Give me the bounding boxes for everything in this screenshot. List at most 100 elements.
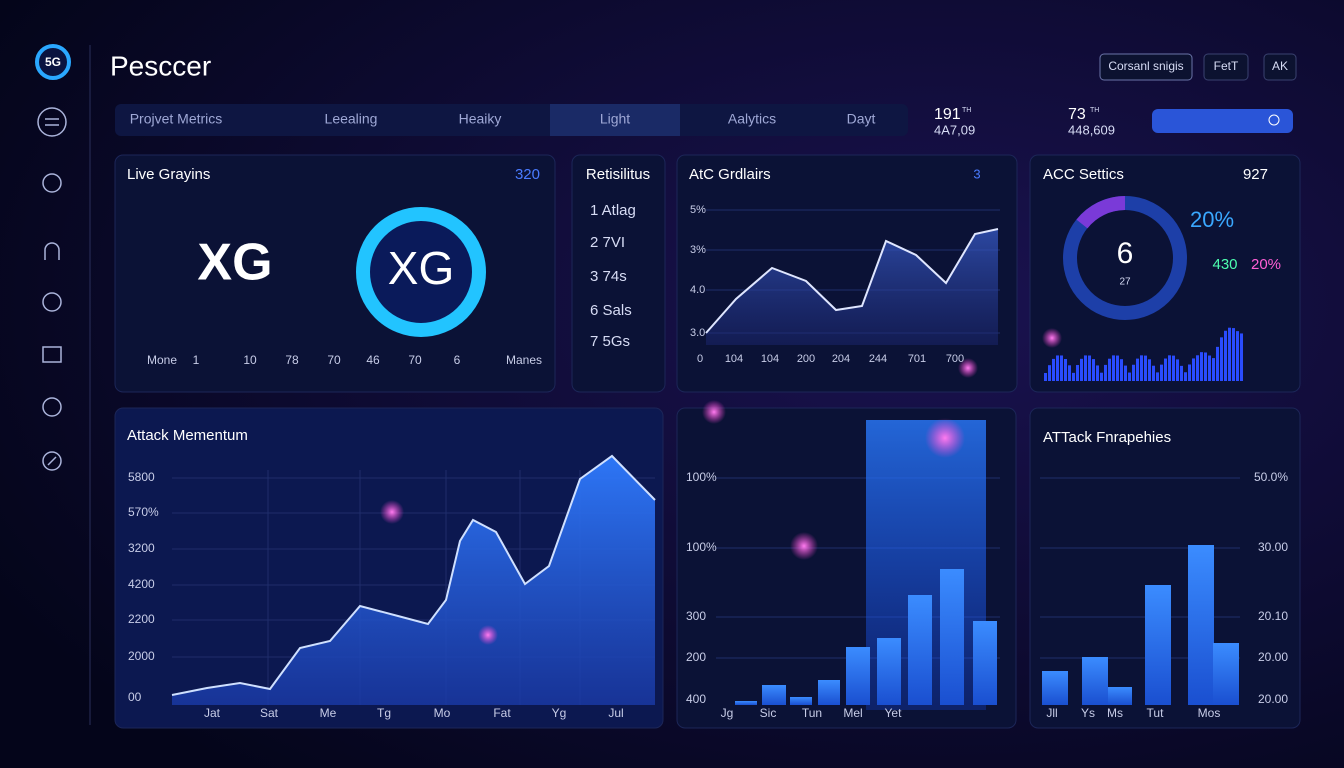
y-tick-label: 5% <box>690 204 706 216</box>
x-tick-label: Me <box>320 706 337 720</box>
x-tick-label: 0 <box>697 353 703 365</box>
hist-bar <box>1180 365 1183 381</box>
icon[interactable] <box>42 451 62 471</box>
app-title: Pesccer <box>110 50 211 81</box>
hist-bar <box>1216 346 1219 381</box>
y-tick-label: 100% <box>686 540 717 554</box>
header-buttons <box>1099 53 1297 81</box>
sidebar-icons <box>37 107 67 471</box>
x-tick-label: Ys <box>1081 706 1095 720</box>
stat-sub: 448,609 <box>1068 122 1115 137</box>
hist-bar <box>1240 333 1243 381</box>
momentum-line <box>171 454 656 696</box>
stat: 430 <box>1212 256 1237 273</box>
scale-label: 78 <box>285 353 299 367</box>
hist-bar <box>1124 365 1127 381</box>
y-tick-label: 3200 <box>128 541 155 555</box>
result-item: 6 Sals <box>590 302 632 319</box>
donut-sub: 27 <box>1119 277 1131 288</box>
hist-bar <box>1128 372 1131 381</box>
props-bars <box>1042 545 1239 705</box>
y-tick-label: 5800 <box>128 470 155 484</box>
icon[interactable] <box>42 346 62 363</box>
percent: 20% <box>1190 207 1234 232</box>
result-item: 1 Atlag <box>590 202 636 219</box>
search-bar[interactable] <box>1152 109 1293 133</box>
y-tick-label: 2200 <box>128 612 155 626</box>
button-label: AK <box>1272 59 1288 73</box>
hist-bar <box>1064 358 1067 381</box>
hist-bar <box>1072 372 1075 381</box>
icon[interactable] <box>42 292 62 312</box>
y-tick-label: 3.0 <box>690 327 705 339</box>
hist-bar <box>1236 331 1239 381</box>
hist-bar <box>1084 355 1087 381</box>
button[interactable] <box>1263 53 1297 81</box>
hist-bar <box>1076 365 1079 381</box>
hist-bar <box>1208 355 1211 381</box>
x-tick-label: Tun <box>802 706 822 720</box>
button[interactable] <box>1099 53 1193 81</box>
scale-label: Mone <box>147 353 177 367</box>
stat: 20% <box>1251 256 1281 273</box>
result-item: 7 5Gs <box>590 333 630 350</box>
menu-icon[interactable] <box>37 107 67 137</box>
big-label: XG <box>197 234 272 292</box>
nav-item: Aalytics <box>728 111 776 127</box>
x-tick-label: Jul <box>608 706 623 720</box>
y-tick-label: 400 <box>686 692 706 706</box>
nav-active <box>550 104 680 136</box>
hist-bar <box>1148 359 1151 381</box>
momentum-area <box>172 456 655 705</box>
x-tick-label: Tut <box>1147 706 1165 720</box>
panel-title: ACC Settics <box>1043 166 1124 183</box>
y-tick-label: 20.00 <box>1258 692 1288 706</box>
stat-sub: 4A7,09 <box>934 122 975 137</box>
hist-bar <box>1112 355 1115 381</box>
hist-bar <box>1104 364 1107 381</box>
icon[interactable] <box>42 397 62 417</box>
x-tick-label: Jll <box>1046 706 1057 720</box>
button-label: Corsanl snigis <box>1108 59 1183 73</box>
grid-line-series <box>705 228 999 334</box>
hist-bar <box>1136 358 1139 381</box>
nav-item: Dayt <box>847 111 876 127</box>
x-tick-label: Mo <box>434 706 451 720</box>
x-tick-label: Tg <box>377 706 391 720</box>
icon[interactable] <box>44 242 60 260</box>
panel-title: Attack Mementum <box>127 427 248 444</box>
y-tick-label: 20.10 <box>1258 609 1288 623</box>
panel <box>571 154 666 393</box>
x-tick-label: 104 <box>725 353 743 365</box>
middle-bars <box>735 569 997 705</box>
hist-bar <box>1184 372 1187 381</box>
stat-sup: TH <box>962 107 971 114</box>
stat-sup: TH <box>1090 107 1099 114</box>
panel-count: 320 <box>515 166 540 183</box>
hist-bar <box>1212 358 1215 381</box>
button[interactable] <box>1203 53 1249 81</box>
icon[interactable] <box>42 173 62 193</box>
x-tick-label: 204 <box>832 353 850 365</box>
hist-bar <box>1080 358 1083 381</box>
x-tick-label: Jg <box>721 706 734 720</box>
y-tick-label: 300 <box>686 609 706 623</box>
x-tick-label: Ms <box>1107 706 1123 720</box>
x-tick-label: 244 <box>869 353 887 365</box>
hist-bar <box>1140 355 1143 381</box>
hist-bar <box>1160 364 1163 381</box>
y-tick-label: 3% <box>690 244 706 256</box>
logo[interactable] <box>35 44 71 80</box>
hist-bar <box>1116 355 1119 381</box>
result-item: 3 74s <box>590 268 627 285</box>
hist-bar <box>1052 358 1055 381</box>
y-tick-label: 4200 <box>128 577 155 591</box>
grid-area <box>706 229 998 345</box>
y-tick-label: 200 <box>686 650 706 664</box>
x-tick-label: 200 <box>797 353 815 365</box>
hist-bar <box>1196 355 1199 381</box>
x-tick-label: 701 <box>908 353 926 365</box>
panel-badge: 3 <box>973 166 980 181</box>
stat-value: 73 <box>1068 106 1086 123</box>
